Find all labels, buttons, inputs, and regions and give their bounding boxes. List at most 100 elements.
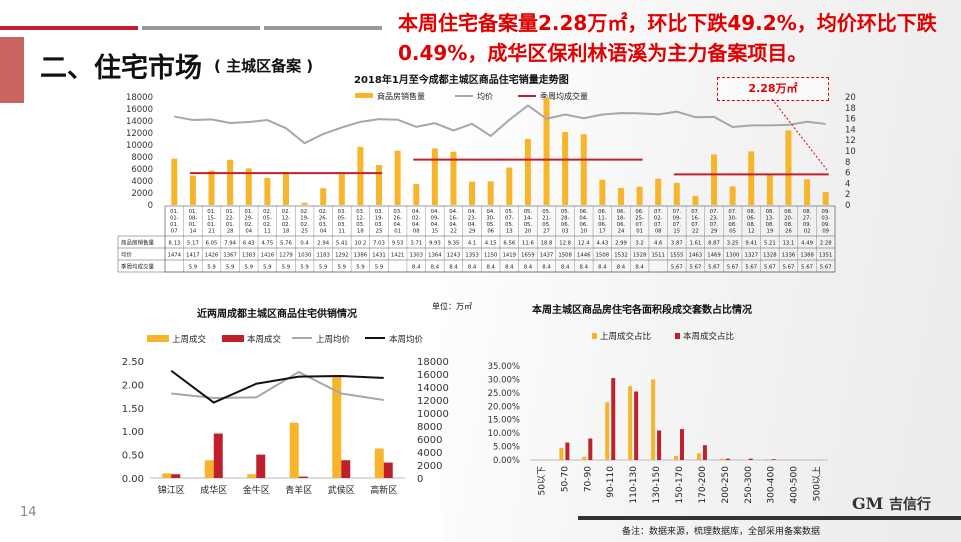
table-cell: 5.9 (319, 265, 327, 271)
y-right-tick: 10 (845, 147, 856, 157)
y-right-tick: 18 (845, 104, 856, 114)
table-cell: 8.4 (524, 265, 533, 271)
x-tick-label: 18 (283, 229, 290, 235)
x-tick-label: 01. (207, 209, 216, 215)
callout-connector (771, 98, 828, 171)
y-tick: 10.00% (488, 429, 520, 439)
x-tick-label: 14- (524, 216, 533, 222)
sales-bar (711, 154, 718, 205)
y-right-tick: 14 (845, 125, 856, 135)
table-cell: 5.9 (245, 265, 253, 271)
table-cell: 5.67 (801, 265, 813, 271)
sales-bar (282, 172, 289, 205)
table-cell: 4.49 (801, 241, 813, 247)
y-right-tick: 2000 (417, 461, 442, 472)
x-tick-label: 04. (449, 209, 458, 215)
legend-swatch-last-week (147, 335, 169, 342)
x-tick-label: 29 (469, 229, 476, 235)
sales-bar (413, 183, 420, 205)
sales-bar (301, 202, 308, 205)
legend-label-last-week: 上周成交 (172, 334, 207, 345)
x-tick-label: 02. (263, 209, 272, 215)
x-tick-label: 05 (729, 229, 736, 235)
x-tick-label: 09. (803, 222, 812, 228)
trend-chart-title: 2018年1月至今成都主城区商品住宅销量走势图 (354, 75, 569, 86)
sales-bar (655, 178, 662, 205)
last-share-bar (605, 402, 610, 460)
table-cell: 18.8 (541, 241, 553, 247)
x-tick-label: 08. (766, 222, 775, 228)
y-left-tick: 2.00 (122, 380, 144, 391)
this-share-bar (702, 445, 707, 460)
x-tick-label: 16- (449, 216, 458, 222)
sales-bar (264, 177, 271, 205)
last-share-bar (765, 459, 770, 460)
y-left-tick: 2000 (131, 189, 153, 199)
this-share-bar (588, 438, 593, 460)
sales-bar (617, 187, 624, 205)
table-cell: 1388 (800, 253, 814, 259)
x-tick-label: 09- (672, 216, 681, 222)
legend-label-this-price: 本周均价 (389, 334, 424, 345)
x-tick-label: 300-400 (767, 466, 777, 504)
x-tick-label: 08. (747, 209, 756, 215)
sales-bar (338, 174, 345, 205)
this-week-bar (341, 460, 351, 478)
x-tick-label: 11 (264, 229, 271, 235)
x-tick-label: 高新区 (370, 484, 397, 496)
sales-bar (189, 175, 196, 205)
x-tick-label: 15 (431, 229, 438, 235)
table-cell: 5.67 (690, 265, 702, 271)
y-right-tick: 12000 (417, 396, 449, 407)
x-tick-label: 29 (711, 229, 718, 235)
x-tick-label: 03. (375, 222, 384, 228)
x-tick-label: 07 (171, 229, 178, 235)
table-cell: 4.6 (654, 241, 663, 247)
x-tick-label: 06. (580, 209, 589, 215)
last-share-bar (559, 447, 564, 460)
x-tick-label: 03. (393, 209, 402, 215)
sales-bar (506, 167, 513, 205)
table-row-label: 均价 (121, 251, 133, 259)
y-right-tick: 4000 (417, 448, 442, 459)
table-cell: 1416 (261, 253, 275, 259)
sales-bar (357, 146, 364, 205)
this-week-bar (213, 433, 223, 478)
table-cell: 1.61 (690, 241, 702, 247)
this-week-bar (298, 476, 308, 478)
x-tick-label: 16- (691, 216, 700, 222)
last-week-bar (204, 460, 214, 478)
this-share-bar (657, 430, 662, 460)
y-right-tick: 2 (845, 190, 850, 200)
sales-bar (599, 179, 606, 205)
y-tick: 25.00% (488, 389, 520, 399)
x-tick-label: 02- (412, 216, 421, 222)
legend-label-quarter: 季周均成交量 (540, 91, 588, 101)
x-tick-label: 130-150 (652, 466, 662, 504)
table-cell: 8.4 (580, 265, 589, 271)
y-left-tick: 1.00 (122, 427, 144, 438)
x-tick-label: 21- (542, 216, 551, 222)
x-tick-label: 04. (393, 222, 402, 228)
x-tick-label: 05. (524, 222, 533, 228)
company-logo: GM 吉信行 (852, 494, 931, 514)
table-cell: 5.21 (764, 241, 776, 247)
x-tick-label: 07- (505, 216, 514, 222)
table-cell: 1532 (614, 253, 627, 259)
x-tick-label: 19- (375, 216, 384, 222)
table-cell: 1437 (540, 253, 553, 259)
x-tick-label: 05. (524, 209, 533, 215)
this-share-bar (771, 459, 776, 460)
y-right-tick: 16 (845, 115, 856, 125)
top-deco-bar-gray-1 (142, 26, 260, 30)
table-cell: 11.6 (522, 241, 534, 247)
background-decoration (441, 0, 961, 542)
sales-bar (673, 182, 680, 205)
sales-bar (729, 186, 736, 205)
table-cell: 4.75 (261, 241, 273, 247)
x-tick-label: 05- (263, 216, 272, 222)
last-share-bar (719, 458, 724, 460)
x-tick-label: 11 (338, 229, 345, 235)
x-tick-label: 27 (543, 229, 550, 235)
table-cell: 8.4 (449, 265, 458, 271)
